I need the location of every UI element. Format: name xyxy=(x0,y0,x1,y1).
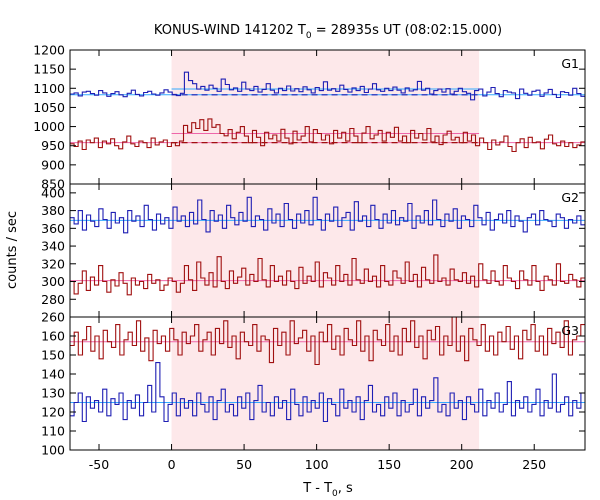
y-tick-label: 130 xyxy=(41,386,65,401)
light-curve-g2-blue xyxy=(70,196,585,234)
x-tick-label: 50 xyxy=(236,457,252,472)
chart-title-subscript: 0 xyxy=(306,31,312,41)
x-tick-label: 250 xyxy=(522,457,546,472)
y-tick-label: 360 xyxy=(41,221,65,236)
x-tick-label: 200 xyxy=(450,457,474,472)
y-tick-label: 1050 xyxy=(33,100,65,115)
x-axis-label: T - T0, s xyxy=(302,481,353,499)
y-tick-label: 120 xyxy=(41,405,65,420)
panel-g1: 850 900 950 1000 1050 1100 1150 1200 G1 xyxy=(33,43,586,192)
panel-g2: 260 280 300 320 340 360 380 400 G2 xyxy=(41,183,586,325)
chart-panels: 85090095010001050110011501200G1260280300… xyxy=(33,43,586,472)
chart-title-main: KONUS-WIND 141202 T xyxy=(154,23,306,38)
x-tick-label: 0 xyxy=(168,457,176,472)
x-axis-label-rest: , s xyxy=(338,481,353,496)
panel-label-g1: G1 xyxy=(561,56,579,71)
panel-frame-g3 xyxy=(69,316,586,451)
y-tick-label: 280 xyxy=(41,292,65,307)
light-curve-g1-red xyxy=(70,118,585,153)
y-tick-label: 1100 xyxy=(33,81,65,96)
y-tick-label: 320 xyxy=(41,256,65,271)
x-axis-label-subscript: 0 xyxy=(332,489,338,499)
light-curve-g3-blue xyxy=(70,362,585,423)
panel-g3: 100 110 120 130 140 150 160 G3 xyxy=(41,316,586,458)
panel-label-g2: G2 xyxy=(561,190,579,205)
y-tick-label: 850 xyxy=(41,177,65,192)
y-tick-label: 340 xyxy=(41,239,65,254)
y-tick-label: 950 xyxy=(41,138,65,153)
chart-title-rest: = 28935s UT (08:02:15.000) xyxy=(312,23,502,38)
y-tick-label: 1200 xyxy=(33,43,65,58)
x-tick-label: 150 xyxy=(377,457,401,472)
y-tick-label: 160 xyxy=(41,329,65,344)
light-curve-g2-red xyxy=(70,254,585,296)
light-curve-g1-blue xyxy=(70,71,585,101)
y-tick-label: 300 xyxy=(41,274,65,289)
y-tick-label: 900 xyxy=(41,157,65,172)
chart-title: KONUS-WIND 141202 T0 = 28935s UT (08:02:… xyxy=(154,23,502,41)
x-tick-label: 100 xyxy=(305,457,329,472)
x-axis-label-main: T - T xyxy=(302,481,332,496)
y-tick-label: 150 xyxy=(41,348,65,363)
y-tick-label: 1000 xyxy=(33,119,65,134)
y-tick-label: 1150 xyxy=(33,62,65,77)
y-tick-label: 110 xyxy=(41,424,65,439)
y-tick-label: 140 xyxy=(41,367,65,382)
y-tick-label: 100 xyxy=(41,443,65,458)
x-tick-label: -50 xyxy=(89,457,109,472)
panel-label-g3: G3 xyxy=(561,323,579,338)
y-tick-label: 260 xyxy=(41,310,65,325)
y-tick-label: 380 xyxy=(41,203,65,218)
y-tick-label: 400 xyxy=(41,185,65,200)
y-axis-label: counts / sec xyxy=(5,211,20,289)
burst-interval-highlight xyxy=(171,50,480,450)
light-curve-g3-red xyxy=(70,316,585,366)
